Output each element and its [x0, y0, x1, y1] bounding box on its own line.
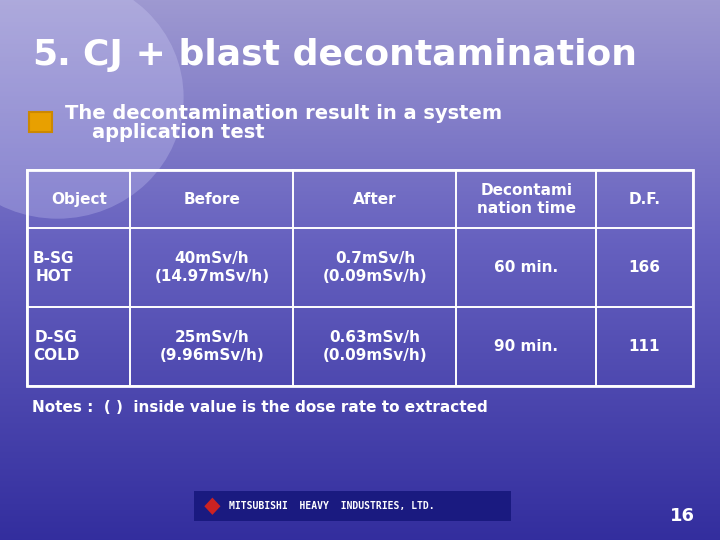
Bar — [130, 307, 294, 386]
Bar — [27, 307, 130, 386]
Bar — [130, 170, 294, 228]
Text: 111: 111 — [629, 339, 660, 354]
Bar — [130, 228, 294, 307]
Bar — [27, 170, 130, 228]
Text: Before: Before — [184, 192, 240, 207]
Text: 60 min.: 60 min. — [494, 260, 559, 275]
Bar — [456, 170, 596, 228]
Text: 0.7mSv/h
(0.09mSv/h): 0.7mSv/h (0.09mSv/h) — [323, 251, 427, 285]
Bar — [294, 228, 456, 307]
Text: CJ + blast decontamination: CJ + blast decontamination — [83, 38, 636, 72]
Polygon shape — [204, 498, 220, 515]
Text: Notes :  ( )  inside value is the dose rate to extracted: Notes : ( ) inside value is the dose rat… — [32, 400, 488, 415]
Text: D.F.: D.F. — [629, 192, 660, 207]
Bar — [27, 228, 130, 307]
Text: The decontamination result in a system: The decontamination result in a system — [65, 104, 502, 123]
Bar — [456, 307, 596, 386]
Bar — [294, 307, 456, 386]
Text: 40mSv/h
(14.97mSv/h): 40mSv/h (14.97mSv/h) — [154, 251, 269, 285]
Text: application test: application test — [65, 123, 264, 142]
Bar — [456, 228, 596, 307]
Bar — [27, 170, 693, 386]
Text: 166: 166 — [629, 260, 660, 275]
Text: B-SG
HOT: B-SG HOT — [33, 251, 75, 285]
Text: D-SG
COLD: D-SG COLD — [33, 330, 79, 363]
Text: 5.: 5. — [32, 38, 71, 72]
Text: Object: Object — [51, 192, 107, 207]
Text: Decontami
nation time: Decontami nation time — [477, 183, 576, 216]
Bar — [194, 491, 511, 521]
Text: MITSUBISHI  HEAVY  INDUSTRIES, LTD.: MITSUBISHI HEAVY INDUSTRIES, LTD. — [229, 501, 435, 511]
Text: 0.63mSv/h
(0.09mSv/h): 0.63mSv/h (0.09mSv/h) — [323, 330, 427, 363]
Bar — [294, 170, 456, 228]
Bar — [596, 228, 693, 307]
Text: 90 min.: 90 min. — [495, 339, 558, 354]
Text: After: After — [353, 192, 397, 207]
Bar — [596, 170, 693, 228]
Ellipse shape — [0, 0, 184, 219]
FancyBboxPatch shape — [29, 112, 52, 132]
Text: 25mSv/h
(9.96mSv/h): 25mSv/h (9.96mSv/h) — [160, 330, 264, 363]
Bar — [596, 307, 693, 386]
Text: 16: 16 — [670, 507, 695, 525]
